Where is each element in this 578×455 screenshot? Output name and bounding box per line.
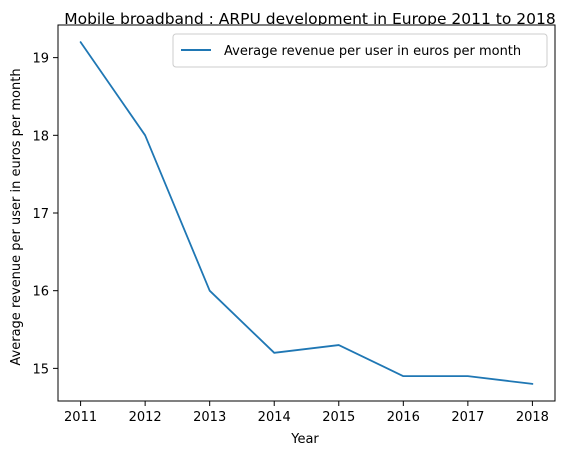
x-tick-label: 2016 [387,410,420,425]
y-tick-label: 15 [32,362,49,377]
x-tick-label: 2012 [129,410,162,425]
y-tick-label: 19 [32,52,49,67]
series-layer [79,41,534,385]
chart-title: Mobile broadband : ARPU development in E… [64,10,556,28]
plot-area [57,24,556,402]
x-axis: 2011 2012 2013 2014 2015 2016 2017 2018 [64,401,549,425]
legend-box [172,33,548,68]
y-tick-label: 17 [32,207,49,222]
series-line [79,41,534,385]
y-tick-label: 16 [32,285,49,300]
x-tick-label: 2013 [193,410,226,425]
y-axis-label: Average revenue per user in euros per mo… [9,68,24,365]
y-tick-label: 18 [32,129,49,144]
x-tick-label: 2015 [322,410,355,425]
legend: Average revenue per user in euros per mo… [172,33,548,68]
legend-label: Average revenue per user in euros per mo… [224,44,521,59]
x-axis-label: Year [290,432,319,447]
x-tick-label: 2017 [451,410,484,425]
y-axis: 15 16 17 18 19 [32,52,58,377]
x-tick-label: 2011 [64,410,97,425]
x-tick-label: 2018 [516,410,549,425]
x-tick-label: 2014 [258,410,291,425]
